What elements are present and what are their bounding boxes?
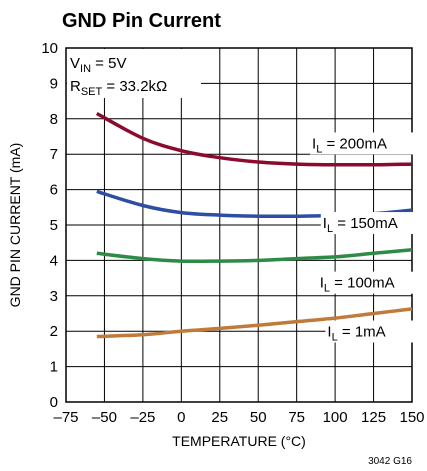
figure-code: 3042 G16 xyxy=(368,456,412,467)
y-tick-label: 5 xyxy=(50,217,58,234)
series-line-3 xyxy=(96,307,413,339)
series-label-1: IL = 150mA xyxy=(320,212,427,235)
series-labels: IL = 200mA IL = 150mA IL = 100mA IL = 1mA xyxy=(310,132,427,344)
x-tick-label: 150 xyxy=(399,409,424,426)
series-label-3: IL = 1mA xyxy=(325,320,427,344)
x-tick-label: 75 xyxy=(288,409,305,426)
x-axis-label: TEMPERATURE (°C) xyxy=(172,433,306,449)
x-tick-label: 100 xyxy=(323,409,348,426)
series-label-text: IL = 1mA xyxy=(327,324,385,344)
series-label-0: IL = 200mA xyxy=(310,132,423,155)
series-label-2: IL = 100mA xyxy=(317,271,427,295)
x-tick-label: 125 xyxy=(361,409,386,426)
x-tick-label: –75 xyxy=(53,409,78,426)
y-tick-label: 4 xyxy=(50,252,58,269)
y-tick-label: 8 xyxy=(50,111,58,128)
y-tick-label: 9 xyxy=(50,75,58,92)
series-label-text: IL = 150mA xyxy=(323,215,398,235)
y-tick-label: 10 xyxy=(41,40,58,57)
series-line-2 xyxy=(96,248,413,264)
x-tick-labels: –75 –50 –25 0 25 50 75 100 125 150 xyxy=(53,409,424,426)
y-tick-label: 0 xyxy=(50,394,58,411)
series-label-text: IL = 100mA xyxy=(320,275,395,295)
y-tick-labels: 0 1 2 3 4 5 6 7 8 9 10 xyxy=(41,40,58,411)
y-tick-label: 6 xyxy=(50,182,58,199)
y-tick-label: 2 xyxy=(50,323,58,340)
x-tick-label: 25 xyxy=(211,409,228,426)
x-tick-label: –50 xyxy=(92,409,117,426)
chart-title: GND Pin Current xyxy=(62,10,221,32)
x-tick-label: 0 xyxy=(177,409,185,426)
conditions-legend: VIN = 5V RSET = 33.2kΩ xyxy=(67,49,201,98)
series-line-0 xyxy=(95,111,413,167)
condition-rset: RSET = 33.2kΩ xyxy=(70,78,167,98)
x-tick-label: –25 xyxy=(130,409,155,426)
y-tick-label: 1 xyxy=(50,359,58,376)
y-tick-label: 7 xyxy=(50,146,58,163)
y-tick-label: 3 xyxy=(50,288,58,305)
x-tick-label: 50 xyxy=(250,409,267,426)
y-axis-label: GND PIN CURRENT (mA) xyxy=(7,143,23,308)
condition-vin: VIN = 5V xyxy=(70,55,126,75)
series-label-text: IL = 200mA xyxy=(312,135,387,155)
